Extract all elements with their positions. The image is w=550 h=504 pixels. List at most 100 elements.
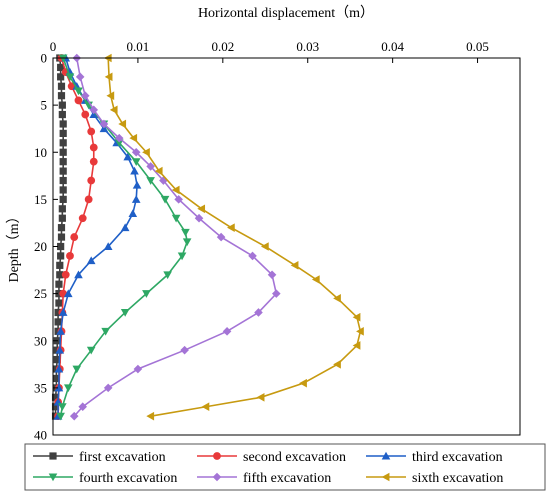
data-point bbox=[267, 270, 277, 280]
x-tick-label: 0.02 bbox=[211, 39, 234, 54]
data-point bbox=[54, 364, 64, 373]
series-line bbox=[107, 57, 362, 417]
data-point bbox=[201, 402, 210, 412]
data-point bbox=[194, 213, 204, 223]
x-axis-title: Horizontal displacement（m） bbox=[198, 5, 374, 21]
data-point bbox=[87, 176, 96, 185]
data-point bbox=[132, 180, 142, 189]
legend-label: second excavation bbox=[243, 450, 346, 465]
data-point bbox=[63, 289, 73, 298]
data-point bbox=[101, 327, 110, 336]
data-point bbox=[59, 167, 67, 175]
data-point bbox=[114, 133, 124, 143]
data-point bbox=[54, 318, 62, 326]
legend-marker bbox=[213, 452, 221, 460]
series-6 bbox=[103, 53, 364, 421]
data-point bbox=[104, 72, 113, 82]
data-point bbox=[290, 261, 299, 270]
data-point bbox=[51, 393, 60, 401]
data-point bbox=[66, 252, 74, 260]
data-point bbox=[89, 105, 99, 115]
data-point bbox=[174, 195, 183, 204]
legend: first excavation second excavation third e… bbox=[24, 443, 546, 491]
legend-label: fourth excavation bbox=[79, 471, 177, 486]
data-point bbox=[109, 105, 118, 115]
y-tick-label: 0 bbox=[41, 51, 48, 66]
y-tick-label: 35 bbox=[34, 380, 47, 395]
data-point bbox=[130, 166, 139, 175]
data-point bbox=[81, 110, 90, 119]
data-point bbox=[57, 92, 66, 100]
data-point bbox=[89, 157, 98, 166]
x-axis: 0 0.01 0.02 0.03 0.04 0.05 bbox=[50, 39, 489, 63]
data-point bbox=[56, 271, 64, 279]
y-tick-label: 30 bbox=[34, 333, 47, 348]
x-tick-label: 0.01 bbox=[127, 39, 150, 54]
data-point bbox=[159, 176, 168, 185]
data-point bbox=[59, 139, 67, 147]
data-point bbox=[120, 223, 130, 232]
data-point bbox=[58, 308, 68, 316]
data-point bbox=[146, 411, 155, 421]
legend-item: third excavation bbox=[366, 450, 503, 465]
legend-marker bbox=[212, 472, 222, 482]
data-point bbox=[87, 127, 96, 136]
y-tick-label: 25 bbox=[34, 286, 47, 301]
x-tick-label: 0 bbox=[50, 39, 57, 54]
data-point bbox=[78, 402, 88, 412]
y-tick-label: 20 bbox=[34, 239, 47, 254]
data-point bbox=[142, 290, 151, 298]
data-point bbox=[78, 214, 87, 223]
legend-label: sixth excavation bbox=[412, 471, 503, 486]
legend-item: fourth excavation bbox=[33, 471, 177, 486]
data-point bbox=[55, 280, 63, 288]
data-point bbox=[56, 412, 65, 421]
data-point bbox=[114, 139, 124, 148]
y-tick-label: 40 bbox=[34, 428, 47, 443]
y-tick-label: 15 bbox=[34, 192, 47, 207]
data-point bbox=[120, 309, 130, 317]
data-point bbox=[222, 327, 232, 336]
data-point bbox=[182, 238, 192, 247]
data-point bbox=[55, 345, 65, 354]
data-point bbox=[63, 384, 73, 393]
data-point bbox=[352, 312, 361, 322]
data-point bbox=[65, 73, 75, 82]
data-point bbox=[356, 327, 364, 336]
data-point bbox=[128, 209, 138, 217]
series-line bbox=[57, 57, 95, 417]
series-layer bbox=[51, 53, 364, 421]
data-point bbox=[106, 91, 115, 100]
data-point bbox=[59, 195, 67, 203]
data-point bbox=[61, 270, 70, 279]
data-point bbox=[75, 72, 85, 82]
data-point bbox=[163, 271, 172, 280]
data-point bbox=[53, 356, 61, 364]
data-point bbox=[58, 403, 67, 412]
data-point bbox=[146, 162, 155, 171]
data-point bbox=[311, 275, 320, 284]
legend-label: first excavation bbox=[79, 450, 166, 465]
data-point bbox=[333, 294, 341, 303]
data-point bbox=[142, 147, 150, 157]
data-point bbox=[72, 365, 82, 374]
data-point bbox=[52, 374, 60, 383]
data-point bbox=[58, 214, 66, 222]
data-point bbox=[59, 176, 67, 185]
data-point bbox=[254, 308, 263, 317]
data-point bbox=[160, 195, 170, 204]
data-point bbox=[59, 186, 67, 194]
x-tick-label: 0.05 bbox=[466, 39, 489, 54]
data-point bbox=[299, 378, 307, 388]
legend-item: fifth excavation bbox=[197, 471, 331, 486]
data-point bbox=[58, 101, 66, 109]
data-point bbox=[86, 346, 96, 355]
data-point bbox=[103, 383, 113, 393]
y-tick-label: 10 bbox=[34, 145, 47, 160]
data-point bbox=[59, 129, 67, 137]
legend-marker bbox=[49, 452, 57, 460]
data-point bbox=[57, 233, 66, 241]
data-point bbox=[103, 242, 113, 250]
